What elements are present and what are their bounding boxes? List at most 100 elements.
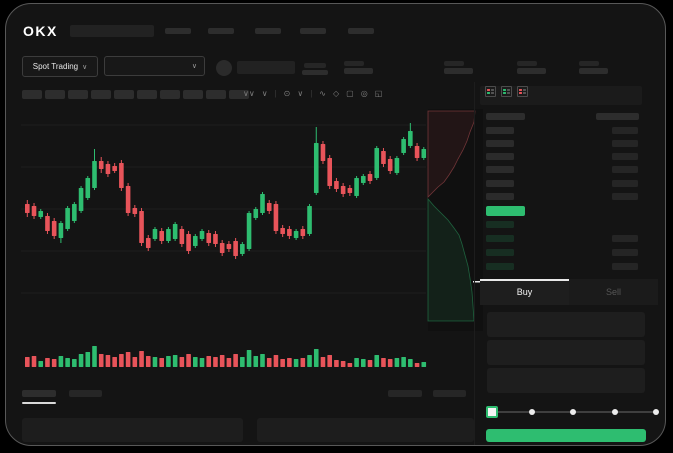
candle (105, 164, 111, 174)
divider: | (310, 89, 313, 98)
nav-item-placeholder[interactable] (348, 28, 374, 34)
candle (367, 174, 373, 181)
bottom-action-placeholder[interactable] (388, 390, 422, 397)
candle (340, 186, 346, 194)
market-type-dropdown[interactable]: Spot Trading ∨ (22, 56, 98, 77)
candle (287, 229, 292, 236)
candle (293, 231, 299, 238)
candle (166, 229, 171, 241)
candle (179, 229, 185, 244)
fullscreen-icon[interactable]: ◱ (374, 89, 383, 98)
divider: | (274, 89, 277, 98)
candle (320, 144, 326, 161)
ask-price-placeholder[interactable] (486, 180, 514, 187)
ask-price-placeholder[interactable] (486, 127, 514, 134)
candle (273, 204, 279, 231)
market-type-label: Spot Trading (32, 62, 79, 71)
ask-amount-placeholder (612, 127, 638, 134)
bid-price-placeholder[interactable] (486, 221, 514, 228)
stat-value-placeholder (579, 68, 608, 74)
nav-item-placeholder[interactable] (165, 28, 191, 34)
chart-tool-placeholder[interactable] (45, 90, 65, 99)
snapshot-icon[interactable]: ▢ (346, 89, 354, 98)
chart-tool-placeholder[interactable] (183, 90, 203, 99)
trendline-icon[interactable]: ∿ (319, 89, 326, 98)
candle (98, 161, 104, 169)
candle (408, 131, 413, 146)
bottom-tab-placeholder[interactable] (69, 390, 102, 397)
ask-price-placeholder[interactable] (486, 153, 514, 160)
chart-tool-placeholder[interactable] (91, 90, 111, 99)
candle (92, 161, 97, 188)
chart-tool-placeholder[interactable] (206, 90, 226, 99)
header-search-placeholder[interactable] (70, 25, 154, 37)
candle (313, 143, 319, 193)
ask-price-placeholder[interactable] (486, 193, 514, 200)
bottom-action-placeholder[interactable] (433, 390, 466, 397)
bid-price-placeholder[interactable] (486, 263, 514, 270)
book-combined-icon[interactable] (485, 86, 496, 97)
candle (354, 178, 359, 196)
price-change-placeholder (302, 70, 328, 75)
candle (132, 208, 138, 214)
buy-submit-button[interactable] (486, 429, 646, 442)
candle (300, 229, 306, 236)
shapes-icon[interactable]: ◇ (333, 89, 340, 98)
amount-input[interactable] (487, 340, 645, 365)
candle-type-icon[interactable]: ∨∨ (243, 89, 255, 98)
ask-price-placeholder[interactable] (486, 166, 514, 173)
indicator-dropdown-icon[interactable]: ∨ (297, 89, 304, 98)
nav-item-placeholder[interactable] (208, 28, 234, 34)
chart-tool-placeholder[interactable] (22, 90, 42, 99)
nav-item-placeholder[interactable] (300, 28, 326, 34)
total-input[interactable] (487, 368, 645, 393)
chart-tool-placeholder[interactable] (160, 90, 180, 99)
chart-tool-placeholder[interactable] (229, 90, 249, 99)
candle (280, 228, 285, 234)
last-price-badge[interactable] (486, 206, 525, 216)
slider-stop-dot[interactable] (528, 409, 535, 415)
candle (145, 238, 151, 248)
ask-amount-placeholder (612, 140, 638, 147)
slider-stop-dot[interactable] (653, 409, 659, 415)
indicators-icon[interactable]: ⊙ (283, 89, 291, 98)
slider-stop-dot[interactable] (611, 409, 618, 415)
amount-slider-handle[interactable] (486, 406, 498, 418)
candle (58, 223, 64, 238)
interval-icon[interactable]: ∨ (261, 89, 268, 98)
candle (65, 208, 70, 229)
bid-price-placeholder[interactable] (486, 249, 514, 256)
candle (38, 211, 44, 217)
nav-item-placeholder[interactable] (255, 28, 281, 34)
candle (307, 206, 312, 234)
candle (125, 186, 131, 213)
chart-toolbar-icons: ∨∨ ∨ | ⊙ ∨ | ∿ ◇ ▢ ◎ ◱ (243, 88, 382, 100)
settings-icon[interactable]: ◎ (360, 89, 368, 98)
okx-logo[interactable]: OKX (23, 23, 58, 39)
slider-stop-dot[interactable] (570, 409, 576, 415)
stat-label-placeholder (579, 61, 599, 66)
pair-select-dropdown[interactable]: ∨ (104, 56, 205, 76)
ask-price-placeholder[interactable] (486, 140, 514, 147)
bid-price-placeholder[interactable] (486, 235, 514, 242)
candle (334, 181, 339, 189)
candle (45, 216, 50, 231)
chart-tool-placeholder[interactable] (68, 90, 88, 99)
candle (387, 159, 393, 171)
book-bids-icon[interactable] (501, 86, 512, 97)
stat-label-placeholder (344, 61, 364, 66)
bid-amount-placeholder (612, 249, 638, 256)
price-chart[interactable] (21, 109, 483, 375)
stat-value-placeholder (344, 68, 373, 74)
price-input[interactable] (487, 312, 645, 337)
ask-amount-placeholder (612, 193, 638, 200)
trading-panel: Buy Sell (474, 82, 665, 445)
tab-sell[interactable]: Sell (605, 287, 621, 297)
chart-tool-placeholder[interactable] (137, 90, 157, 99)
tab-buy[interactable]: Buy (480, 279, 569, 305)
candle (152, 229, 158, 239)
book-asks-icon[interactable] (517, 86, 528, 97)
candle (78, 188, 84, 211)
chart-tool-placeholder[interactable] (114, 90, 134, 99)
bottom-tab-active-placeholder[interactable] (22, 390, 56, 397)
